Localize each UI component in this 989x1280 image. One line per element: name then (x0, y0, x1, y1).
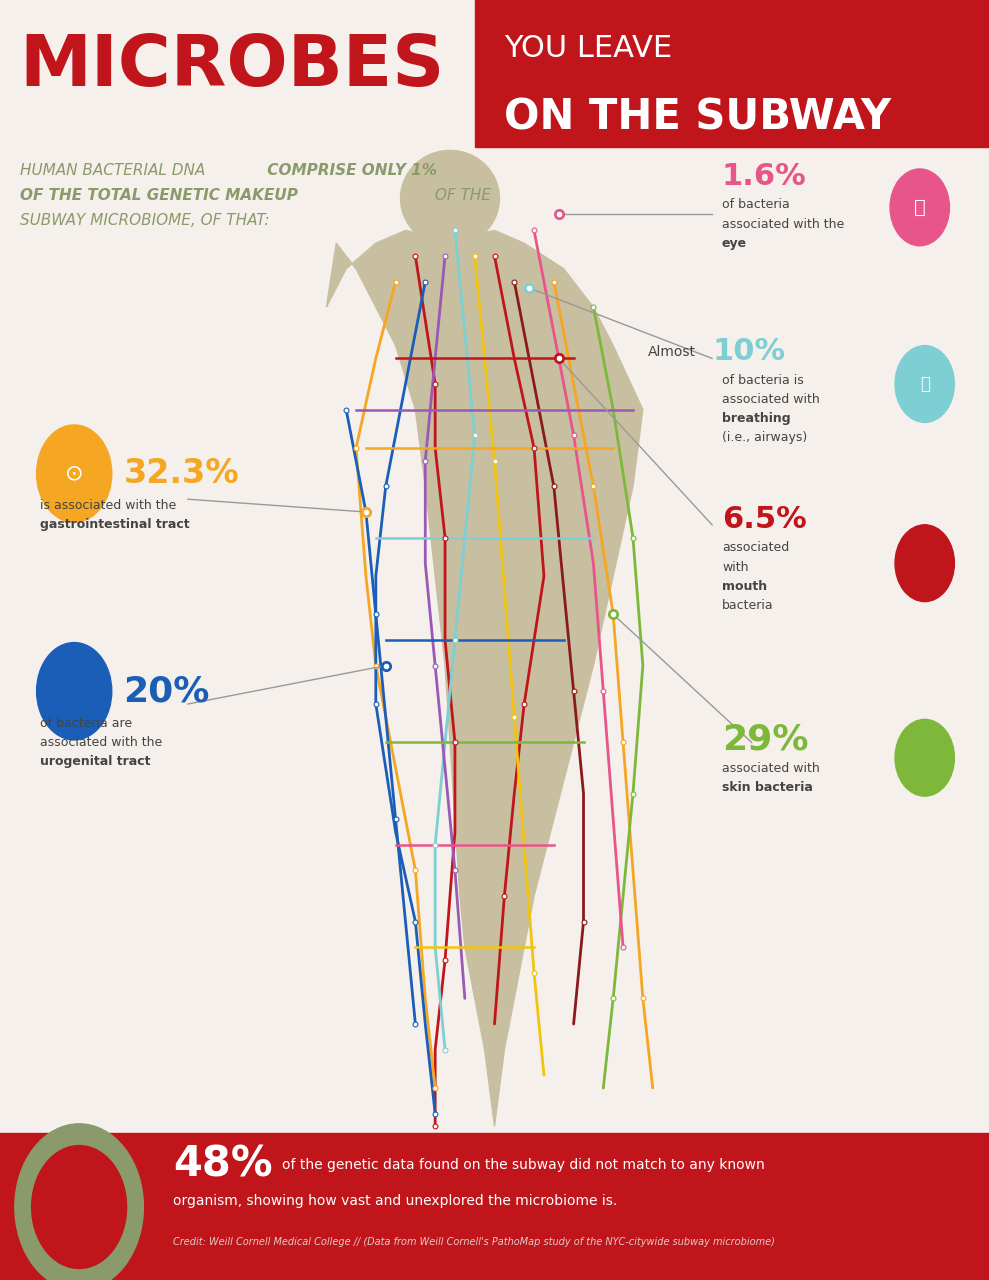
Text: of the genetic data found on the subway did not match to any known: of the genetic data found on the subway … (282, 1158, 764, 1171)
Text: bacteria: bacteria (722, 599, 773, 612)
Text: skin bacteria: skin bacteria (722, 781, 813, 794)
Text: 29%: 29% (722, 723, 808, 756)
Text: associated with: associated with (722, 393, 820, 406)
Text: associated with the: associated with the (40, 736, 162, 749)
Text: 👁: 👁 (914, 198, 926, 216)
Text: COMPRISE ONLY 1%: COMPRISE ONLY 1% (262, 163, 437, 178)
Circle shape (32, 1146, 127, 1268)
Text: 6.5%: 6.5% (722, 506, 807, 534)
Text: YOU LEAVE: YOU LEAVE (504, 35, 673, 63)
Text: breathing: breathing (722, 412, 790, 425)
Circle shape (895, 346, 954, 422)
Text: of bacteria: of bacteria (722, 198, 790, 211)
Circle shape (895, 719, 954, 796)
Text: 48%: 48% (173, 1144, 273, 1185)
Text: OF THE TOTAL GENETIC MAKEUP: OF THE TOTAL GENETIC MAKEUP (20, 188, 298, 204)
Text: ⊙: ⊙ (65, 463, 83, 484)
Text: with: with (722, 561, 749, 573)
Text: 10%: 10% (712, 338, 785, 366)
Polygon shape (326, 230, 643, 1126)
Text: associated with: associated with (722, 762, 820, 774)
Text: Credit: Weill Cornell Medical College // (Data from Weill Cornell's PathoMap stu: Credit: Weill Cornell Medical College //… (173, 1236, 775, 1247)
Text: SUBWAY MICROBIOME, OF THAT:: SUBWAY MICROBIOME, OF THAT: (20, 212, 269, 228)
Bar (0, 0, 475, 147)
Bar (0, 1133, 989, 1280)
Text: Almost: Almost (648, 346, 696, 358)
Bar (430, 192, 470, 250)
Text: 1.6%: 1.6% (722, 163, 807, 191)
Text: HUMAN BACTERIAL DNA: HUMAN BACTERIAL DNA (20, 163, 205, 178)
Text: associated with the: associated with the (722, 218, 845, 230)
Circle shape (37, 643, 112, 740)
Text: of bacteria are: of bacteria are (40, 717, 132, 730)
Text: 32.3%: 32.3% (124, 457, 239, 490)
Circle shape (895, 525, 954, 602)
Text: organism, showing how vast and unexplored the microbiome is.: organism, showing how vast and unexplore… (173, 1194, 617, 1207)
Text: mouth: mouth (722, 580, 767, 593)
Text: MICROBES: MICROBES (20, 32, 445, 101)
Text: is associated with the: is associated with the (40, 499, 176, 512)
Text: urogenital tract: urogenital tract (40, 755, 150, 768)
Circle shape (890, 169, 949, 246)
Circle shape (37, 425, 112, 522)
Circle shape (15, 1124, 143, 1280)
Ellipse shape (401, 151, 499, 246)
Text: 20%: 20% (124, 675, 210, 708)
Text: of bacteria is: of bacteria is (722, 374, 804, 387)
Text: eye: eye (722, 237, 747, 250)
Text: gastrointestinal tract: gastrointestinal tract (40, 518, 189, 531)
Text: 🫁: 🫁 (920, 375, 930, 393)
Text: ON THE SUBWAY: ON THE SUBWAY (504, 97, 891, 138)
Text: (i.e., airways): (i.e., airways) (722, 431, 807, 444)
Text: associated: associated (722, 541, 789, 554)
Text: OF THE: OF THE (430, 188, 492, 204)
Bar (475, 0, 989, 147)
